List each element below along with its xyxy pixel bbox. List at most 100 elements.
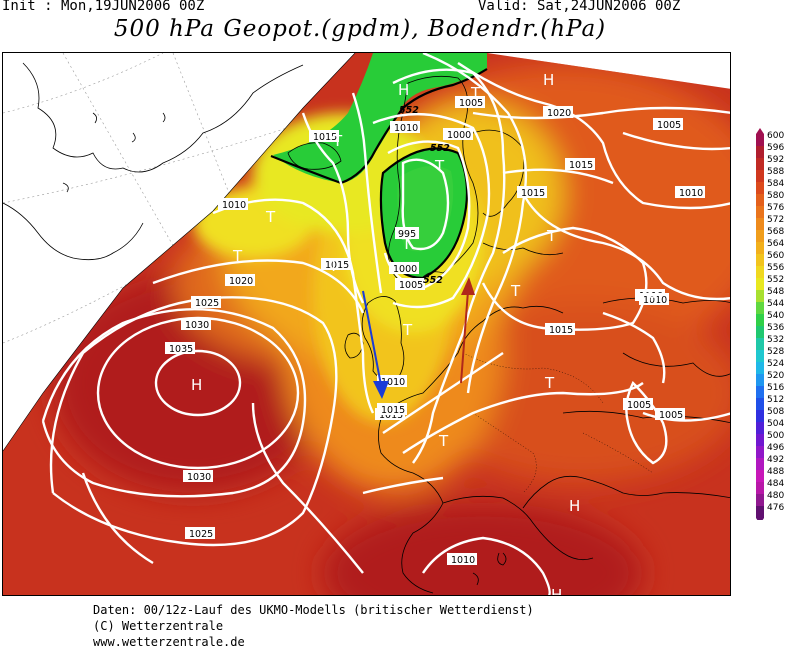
colorbar-swatch xyxy=(756,194,764,206)
isobar-label: 1015 xyxy=(309,130,339,143)
colorbar-level-label: 584 xyxy=(767,179,784,189)
isobar-lines xyxy=(41,53,730,595)
isobar-label: 1010 xyxy=(639,293,669,306)
colorbar-swatch xyxy=(756,146,764,158)
colorbar-level-label: 540 xyxy=(767,311,784,321)
low-center: T xyxy=(328,257,339,275)
isobar-label: 1015 xyxy=(377,403,407,416)
map-title: 500 hPa Geopot.(gpdm), Bodendr.(hPa) xyxy=(113,16,607,42)
isobar-label: 1010 xyxy=(218,198,248,211)
colorbar-level-label: 564 xyxy=(767,239,784,249)
colorbar-level-label: 560 xyxy=(767,251,784,261)
colorbar-swatch xyxy=(756,302,764,314)
colorbar-svg: 600 596 592 588 584 580 576 572 568 564 560 556 552 5… xyxy=(756,128,784,524)
colorbar-level-label: 508 xyxy=(767,407,784,417)
colorbar-swatch xyxy=(756,506,764,518)
colorbar-swatch xyxy=(756,362,764,374)
colorbar-level-label: 516 xyxy=(767,383,784,393)
svg-text:1005: 1005 xyxy=(459,98,483,109)
colorbar-level-label: 496 xyxy=(767,443,784,453)
isobar-label: 1020 xyxy=(225,274,255,287)
svg-text:1015: 1015 xyxy=(381,405,405,416)
colorbar-swatch xyxy=(756,494,764,506)
colorbar-swatch xyxy=(756,182,764,194)
colorbar-level-label: 476 xyxy=(767,503,784,513)
svg-text:1010: 1010 xyxy=(222,200,246,211)
colorbar-level-label: 588 xyxy=(767,167,784,177)
svg-text:1020: 1020 xyxy=(547,108,571,119)
colorbar-level-label: 576 xyxy=(767,203,784,213)
colorbar-swatch xyxy=(756,170,764,182)
svg-text:1025: 1025 xyxy=(195,298,219,309)
colorbar-level-label: 512 xyxy=(767,395,784,405)
isobar-label: 1025 xyxy=(191,296,221,309)
svg-text:1030: 1030 xyxy=(187,472,211,483)
isobar-label: 995 xyxy=(395,227,419,240)
svg-text:1000: 1000 xyxy=(447,130,471,141)
svg-text:995: 995 xyxy=(398,229,416,240)
colorbar-swatch xyxy=(756,350,764,362)
pressure-centers: H H H H H T T T T T T T T T T T T H xyxy=(191,71,658,595)
colorbar-swatch xyxy=(756,218,764,230)
footer-copyright: (C) Wetterzentrale xyxy=(93,619,224,633)
colorbar-bottom-tip xyxy=(756,518,764,524)
colorbar-swatch xyxy=(756,374,764,386)
isobar-label: 1005 xyxy=(623,398,653,411)
borders xyxy=(462,352,654,494)
low-center: T xyxy=(470,84,481,102)
isobar-label: 1015 xyxy=(545,323,575,336)
colorbar-level-label: 552 xyxy=(767,275,784,285)
svg-text:1015: 1015 xyxy=(379,410,403,421)
low-center: T xyxy=(510,282,521,300)
low-center: T xyxy=(402,321,413,339)
svg-text:1005: 1005 xyxy=(399,280,423,291)
svg-text:1020: 1020 xyxy=(229,276,253,287)
isobar-label: 1020 xyxy=(543,106,573,119)
svg-text:1030: 1030 xyxy=(185,320,209,331)
colorbar-level-label: 536 xyxy=(767,323,784,333)
contour-label: 552 xyxy=(399,105,419,116)
svg-text:1010: 1010 xyxy=(451,555,475,566)
colorbar-top-tip xyxy=(756,128,764,134)
colorbar-level-label: 528 xyxy=(767,347,784,357)
high-center: H xyxy=(398,81,409,99)
isobar-label: 1025 xyxy=(185,527,215,540)
colorbar-swatch xyxy=(756,314,764,326)
colorbar-level-label: 504 xyxy=(767,419,784,429)
high-center: H xyxy=(647,289,658,307)
colorbar-swatch xyxy=(756,278,764,290)
svg-text:1035: 1035 xyxy=(169,344,193,355)
colorbar-swatch xyxy=(756,386,764,398)
colorbar-level-label: 484 xyxy=(767,479,784,489)
svg-text:1010: 1010 xyxy=(381,377,405,388)
colorbar-level-label: 488 xyxy=(767,467,784,477)
colorbar-swatch xyxy=(756,290,764,302)
svg-text:1015: 1015 xyxy=(313,132,337,143)
footer-website: www.wetterzentrale.de xyxy=(93,635,245,649)
colorbar-level-label: 548 xyxy=(767,287,784,297)
contour-labels: 552 552 552 xyxy=(399,105,450,286)
colorbar-swatch xyxy=(756,206,764,218)
svg-text:1015: 1015 xyxy=(521,188,545,199)
colorbar-level-label: 480 xyxy=(767,491,784,501)
colorbar-swatch xyxy=(756,458,764,470)
weather-map[interactable]: 1035 1030 1030 1025 1025 1020 1015 1015 … xyxy=(2,52,731,596)
svg-text:1005: 1005 xyxy=(627,400,651,411)
colorbar-swatch xyxy=(756,158,764,170)
colorbar-swatch xyxy=(756,242,764,254)
high-center: H xyxy=(543,71,554,89)
colorbar-swatch xyxy=(756,398,764,410)
contour-label: 552 xyxy=(430,143,450,154)
colorbar-level-label: 592 xyxy=(767,155,784,165)
greenland-coast xyxy=(3,62,304,261)
svg-text:1025: 1025 xyxy=(189,529,213,540)
colorbar-level-label: 572 xyxy=(767,215,784,225)
init-time: Init : Mon,19JUN2006 00Z xyxy=(2,0,205,14)
isobar-label: 1000 xyxy=(389,262,419,275)
green-zone-north xyxy=(273,53,487,183)
colorbar-level-label: 556 xyxy=(767,263,784,273)
colorbar-level-label: 568 xyxy=(767,227,784,237)
svg-text:1010: 1010 xyxy=(394,123,418,134)
colorbar-swatch xyxy=(756,410,764,422)
isobar-labels: 1035 1030 1030 1025 1025 1020 1015 1015 … xyxy=(165,96,705,566)
